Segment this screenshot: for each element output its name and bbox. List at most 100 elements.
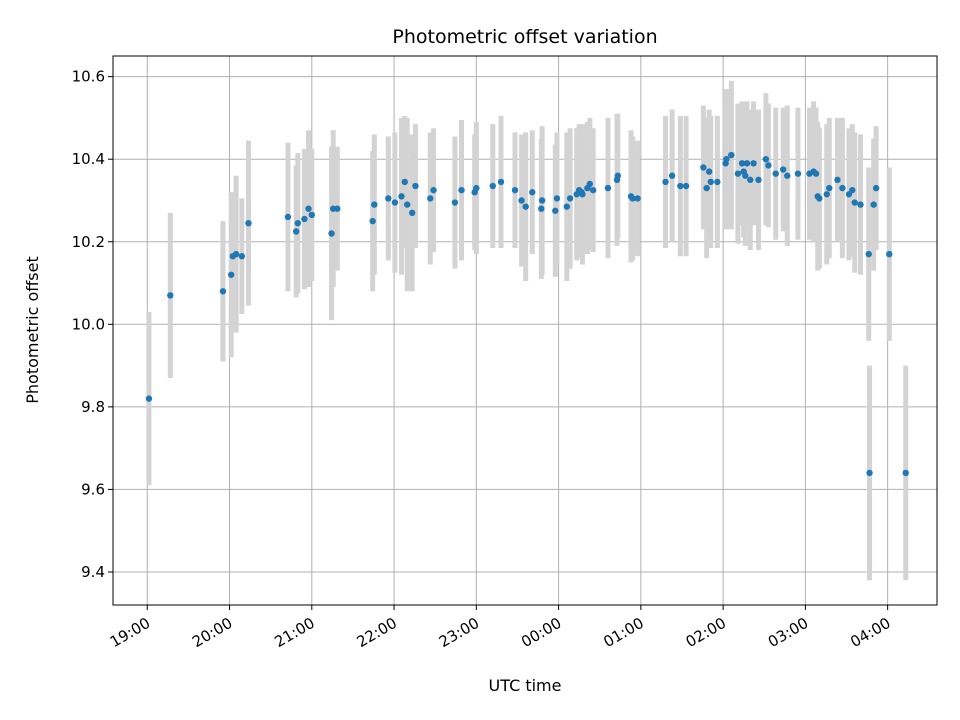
data-point <box>145 395 153 402</box>
data-point <box>728 151 735 159</box>
data-point <box>245 219 252 227</box>
data-point <box>401 178 408 186</box>
data-point <box>518 197 525 204</box>
data-point <box>305 205 312 212</box>
data-point <box>538 205 545 212</box>
y-tick-label: 10.0 <box>72 315 105 333</box>
data-point <box>371 201 378 208</box>
y-tick-label: 10.6 <box>72 68 105 86</box>
y-tick-label: 9.4 <box>81 563 105 581</box>
data-point <box>734 170 742 177</box>
data-point <box>292 228 300 235</box>
data-point <box>458 186 465 194</box>
data-point <box>677 182 684 190</box>
data-point <box>851 199 858 206</box>
data-points <box>145 151 909 477</box>
axes-frame <box>112 55 938 606</box>
data-point <box>784 172 791 179</box>
data-point <box>404 201 411 208</box>
data-point <box>634 195 641 202</box>
data-point <box>779 166 787 173</box>
data-point <box>473 184 480 192</box>
data-point <box>167 292 174 299</box>
data-point <box>391 199 399 206</box>
data-point <box>755 176 762 184</box>
data-point <box>629 195 636 202</box>
data-point <box>886 250 893 258</box>
data-point <box>451 199 459 206</box>
data-point <box>703 184 710 192</box>
data-point <box>579 191 586 198</box>
data-point <box>772 170 779 177</box>
data-point <box>714 178 721 186</box>
data-point <box>682 182 690 190</box>
data-point <box>870 201 877 208</box>
y-axis-label: Photometric offset <box>23 256 42 404</box>
data-point <box>823 191 830 198</box>
data-point <box>614 172 622 179</box>
data-point <box>412 182 419 190</box>
x-axis-label: UTC time <box>489 676 562 695</box>
y-tick-label: 9.8 <box>81 398 105 416</box>
data-point <box>538 197 546 204</box>
data-point <box>662 178 669 186</box>
data-point <box>385 195 392 202</box>
data-point <box>489 182 496 190</box>
data-point <box>707 178 714 186</box>
data-point <box>497 178 505 186</box>
data-point <box>398 193 405 200</box>
y-tick-label: 9.6 <box>81 480 105 498</box>
data-point <box>849 186 856 194</box>
data-point <box>700 164 707 171</box>
data-point <box>742 172 749 179</box>
data-point <box>566 195 574 202</box>
data-point <box>586 180 594 188</box>
data-point <box>865 250 872 258</box>
data-point <box>738 160 746 167</box>
data-point <box>826 184 833 192</box>
data-point <box>529 189 536 196</box>
data-point <box>511 186 519 194</box>
data-point <box>284 213 292 221</box>
y-axis-ticks: 9.4 9.6 9.8 10.0 10.2 10.4 10.6 <box>72 68 113 581</box>
data-point <box>219 288 227 295</box>
data-point <box>227 271 235 278</box>
data-point <box>839 184 846 192</box>
data-point <box>427 195 434 202</box>
data-point <box>872 184 880 192</box>
chart-title: Photometric offset variation <box>392 26 657 48</box>
data-point <box>816 195 823 202</box>
data-point <box>604 184 612 192</box>
y-tick-label: 10.2 <box>72 233 105 251</box>
data-point <box>866 469 873 477</box>
data-point <box>553 195 561 202</box>
data-point <box>723 155 730 163</box>
data-point <box>857 201 864 208</box>
data-point <box>308 211 316 219</box>
data-point <box>301 215 308 223</box>
data-point <box>522 203 529 210</box>
data-point <box>747 176 754 184</box>
data-point <box>834 176 841 184</box>
data-point <box>812 170 820 177</box>
data-point <box>552 207 559 214</box>
data-point <box>705 168 713 175</box>
data-point <box>294 219 302 227</box>
data-point <box>369 217 376 225</box>
data-point <box>232 250 240 258</box>
data-point <box>589 186 597 194</box>
data-point <box>750 160 757 167</box>
y-tick-label: 10.4 <box>72 150 105 168</box>
data-point <box>668 172 676 179</box>
data-point <box>794 170 802 177</box>
data-point <box>743 160 751 167</box>
data-point <box>328 230 335 237</box>
data-point <box>334 205 341 212</box>
data-point <box>762 155 770 163</box>
data-point <box>430 186 437 194</box>
data-point <box>765 162 772 169</box>
data-point <box>902 469 909 477</box>
data-point <box>238 252 246 260</box>
data-point <box>408 209 416 217</box>
